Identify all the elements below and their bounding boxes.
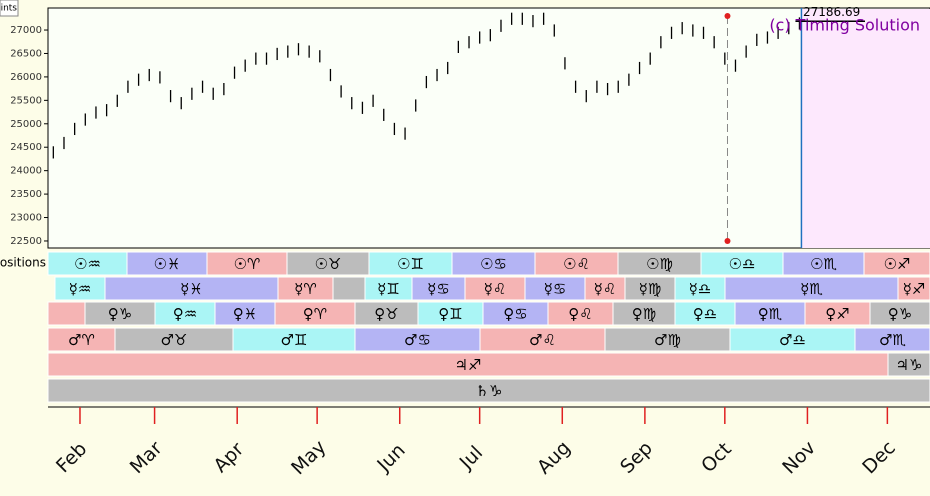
band-label: ☿♍ [639,280,662,298]
cursor-dot [724,13,731,19]
band-label: ♂♍ [654,331,681,349]
y-tick-label: 26000 [10,72,42,83]
band-label: ♀♌ [568,305,592,323]
band-label: ☉♓ [154,255,181,273]
band-label: ♀♋ [503,305,527,323]
band-label: ☉♌ [563,255,590,273]
x-tick-label: Jun [372,439,409,476]
x-tick-label: Aug [533,437,575,479]
plot-area [47,7,930,249]
x-tick-label: Dec [858,437,900,479]
band-segment [854,327,930,352]
band-label: ♂♊ [281,331,308,349]
watermark: (c) Timing Solution [769,16,920,35]
band-label: ♀♒ [173,305,197,323]
band-label: ☿♌ [594,280,617,298]
x-tick-label: Sep [616,437,657,478]
band-label: ☿♈ [294,280,317,298]
band-label: ☿♐ [903,280,926,298]
x-tick-label: May [287,436,330,479]
band-label: ☉♐ [884,255,911,273]
band-label: ♂♋ [404,331,431,349]
band-label: ♀♑ [108,305,132,323]
band-label: ☿♌ [484,280,507,298]
band-segment [863,251,930,276]
band-label: ♂♏ [879,331,906,349]
band-segment [897,276,930,301]
band-label: ☿♏ [800,280,823,298]
band-label: ☿♋ [544,280,567,298]
band-label: ♀♊ [438,305,462,323]
corner-box [0,0,19,17]
corner-label: Points [0,4,17,14]
band-label: ♃♑ [896,356,923,374]
y-tick-label: 23000 [10,213,42,224]
band-label: ☉♎ [729,255,756,273]
y-tick-label: 26500 [10,48,42,59]
band-label: ♂♎ [779,331,806,349]
band-label: ♀♍ [632,305,656,323]
band-segment [869,301,930,326]
y-tick-label: 25500 [10,95,42,106]
band-label: ♄♑ [476,382,503,400]
band-label: ☿♋ [427,280,450,298]
last-price-label: 27186.69 [803,5,860,19]
band-label: ☉♋ [480,255,507,273]
x-tick-label: Apr [209,438,248,477]
band-label: ♀♎ [693,305,717,323]
band-label: ♀♏ [758,305,783,323]
y-tick-label: 25000 [10,119,42,130]
band-segment [332,276,366,301]
band-label: ☉♉ [315,255,342,273]
band-label: ♀♈ [303,305,327,323]
band-label: ♂♈ [68,331,95,349]
band-label: ☉♒ [74,255,101,273]
y-tick-label: 23500 [10,189,42,200]
x-tick-label: Mar [126,437,167,478]
band-label: ♀♑ [888,305,912,323]
band-label: ♃♐ [455,356,482,374]
band-label: ☿♎ [689,280,712,298]
band-label: ☿♒ [69,280,92,298]
y-tick-label: 22500 [10,236,42,247]
band-segment [47,301,86,326]
band-label: ♀♉ [374,305,398,323]
y-tick-label: 24000 [10,166,42,177]
x-tick-label: Nov [778,437,820,479]
band-label: ☿♊ [377,280,400,298]
y-tick-label: 24500 [10,142,42,153]
cursor-dot [724,238,731,244]
band-label: ☉♈ [234,255,261,273]
x-tick-label: Oct [697,438,736,477]
future-region [801,9,930,248]
y-tick-label: 27000 [10,25,42,36]
band-label: ♀♐ [825,305,849,323]
band-label: ♂♉ [161,331,188,349]
band-label: ♀♓ [233,305,257,323]
band-label: ☿♓ [180,280,203,298]
band-label: ♂♌ [529,331,556,349]
band-segment [47,378,930,403]
band-segment [887,352,930,377]
band-label: ☉♊ [397,255,424,273]
band-label: ☉♏ [810,255,837,273]
band-label: ☉♍ [646,255,673,273]
bands-label: Positions [0,256,46,270]
x-tick-label: Jul [455,442,487,474]
x-tick-label: Feb [52,438,91,477]
